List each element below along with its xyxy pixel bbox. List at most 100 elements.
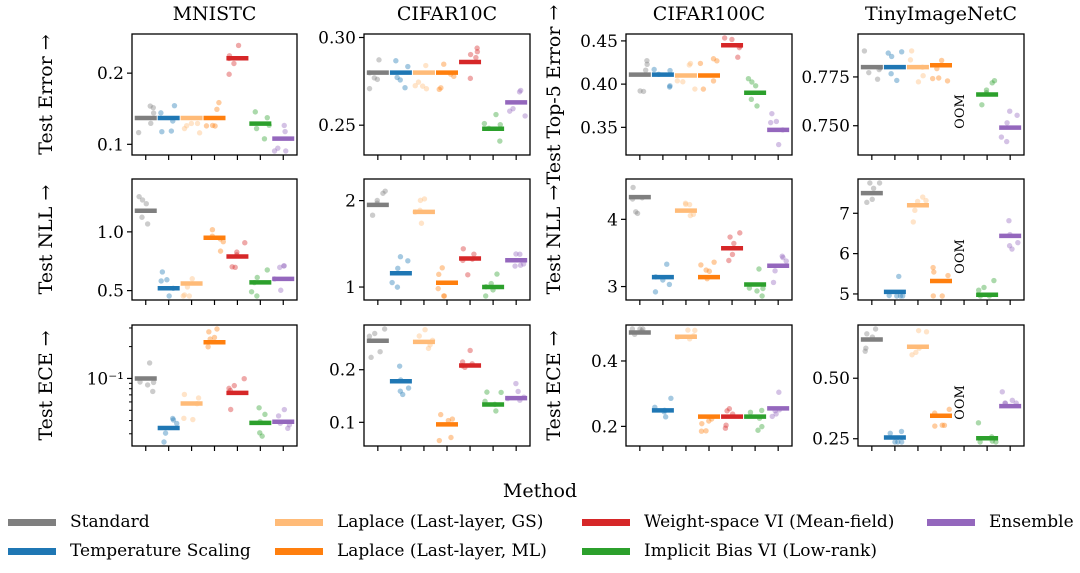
data-point [900,293,906,299]
data-point [396,363,403,369]
row-label-cifar100-0: Test Top-5 Error → [543,5,565,185]
data-point [181,125,188,132]
data-point [726,406,733,412]
data-point [372,330,378,337]
panel-r2-c2: 0.2 0.4 [591,324,793,451]
data-point [507,108,513,114]
data-point [714,58,720,64]
data-point [898,428,905,435]
legend-label-laplace-ml: Laplace (Last-layer, ML) [337,541,547,561]
data-point [168,128,175,134]
data-point [520,261,527,267]
data-point [170,415,176,422]
data-point [914,198,921,205]
data-point [894,293,900,299]
data-point [196,130,203,136]
data-point [366,85,373,92]
data-point [181,391,188,398]
y-tick-label: 0.40 [580,75,618,95]
y-tick-label: 0.45 [580,32,618,52]
data-point [281,406,288,413]
row-label-2: Test ECE → [35,330,57,440]
data-point [874,76,881,82]
data-point [915,327,922,334]
legend-title: Method [502,480,578,502]
data-point [158,278,164,284]
panel-r1-c3: 5 6 7 OOM [839,178,1025,305]
legend-item-ensemble: Ensemble [927,512,1074,532]
data-point [283,148,289,154]
data-point [700,86,707,92]
data-point [209,122,216,129]
data-point [748,96,755,102]
data-point [438,411,444,418]
y-tick-label: 0.1 [329,413,356,433]
data-point [181,415,187,422]
panel-r1-c1: 12 [345,178,531,305]
data-point [143,201,149,207]
data-point [767,119,774,126]
legend-item-laplace-gs: Laplace (Last-layer, GS) [275,512,543,532]
legend-swatch-temperature-scaling [8,547,56,555]
data-point [692,86,698,92]
data-point [144,221,151,227]
data-point [402,85,408,91]
data-point [644,61,650,67]
y-tick-label: 0.5 [97,282,124,302]
panel-frame [625,178,793,301]
data-point [139,197,146,203]
data-point [930,293,936,299]
data-point [212,123,218,129]
data-point [436,271,442,278]
data-point [726,257,732,264]
data-point [710,56,717,62]
data-point [698,262,704,268]
data-point [662,414,669,420]
data-point [186,293,192,299]
data-point [682,200,689,206]
data-point [445,417,452,424]
data-point [397,254,404,260]
data-point [366,333,373,339]
data-point [473,54,479,61]
data-point [697,60,704,67]
data-point [389,279,395,286]
column-title-cifar10c: CIFAR10C [397,3,497,25]
data-point [729,251,736,258]
data-point [217,248,224,254]
data-point [885,50,891,56]
row-label-cifar100-1: Test NLL → [543,185,565,295]
data-point [981,284,987,291]
data-point [254,293,260,299]
data-point [467,51,474,58]
data-point [271,148,278,154]
data-point [278,287,284,293]
panel-r0-c0: 0.1 0.2 [97,33,298,160]
data-point [634,210,641,217]
data-point [977,439,983,445]
data-point [234,249,240,255]
data-point [1003,138,1010,145]
data-point [759,423,765,430]
data-point [888,53,895,60]
data-point [474,45,480,51]
data-point [371,75,378,81]
data-point [630,184,636,191]
data-point [146,360,153,366]
data-point [227,406,234,413]
data-point [976,287,982,293]
data-point [710,78,717,84]
data-point [759,407,765,414]
data-point [706,268,713,274]
y-tick-label: 0.2 [329,361,356,381]
data-point [421,196,428,202]
y-tick-label: 4 [607,210,618,230]
data-point [257,430,263,436]
data-point [861,48,868,54]
data-point [159,269,166,275]
legend-label-laplace-gs: Laplace (Last-layer, GS) [337,512,544,532]
data-point [448,434,454,441]
data-point [668,395,674,402]
data-point [518,87,524,94]
